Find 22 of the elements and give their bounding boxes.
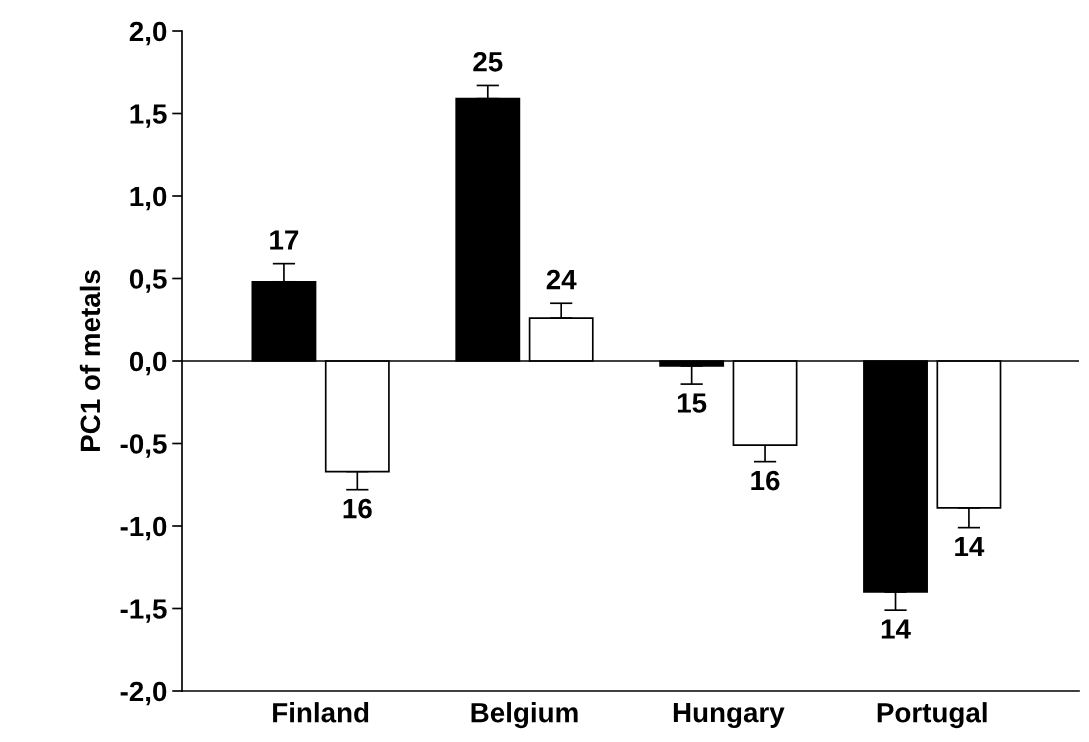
x-tick-label: Portugal xyxy=(877,702,987,729)
y-tick-label: 2,0 xyxy=(129,21,167,46)
x-tick-label: Finland xyxy=(273,702,369,723)
y-tick-label: 1,5 xyxy=(130,104,167,128)
annotation: 25 xyxy=(473,51,503,72)
annotation: 16 xyxy=(343,498,372,519)
annotation: 14 xyxy=(881,619,911,639)
y-axis-title: PC1 of metals xyxy=(79,270,101,451)
y-tick-label: -0,5 xyxy=(120,434,167,458)
y-tick-label: 1,0 xyxy=(130,186,167,211)
annotation: 24 xyxy=(546,269,577,290)
y-tick-label: -2,0 xyxy=(120,681,167,706)
annotation: 17 xyxy=(270,230,299,250)
annotation: 14 xyxy=(955,537,985,557)
y-tick-label: 0,0 xyxy=(129,351,167,376)
y-tick-label: -1,5 xyxy=(120,599,167,623)
y-tick-label: 0,5 xyxy=(129,269,167,293)
annotation: 16 xyxy=(751,470,780,491)
y-tick-label: -1,0 xyxy=(120,516,167,541)
annotation: 15 xyxy=(677,393,707,413)
x-tick-label: Belgium xyxy=(471,702,578,729)
x-tick-label: Hungary xyxy=(673,703,785,729)
